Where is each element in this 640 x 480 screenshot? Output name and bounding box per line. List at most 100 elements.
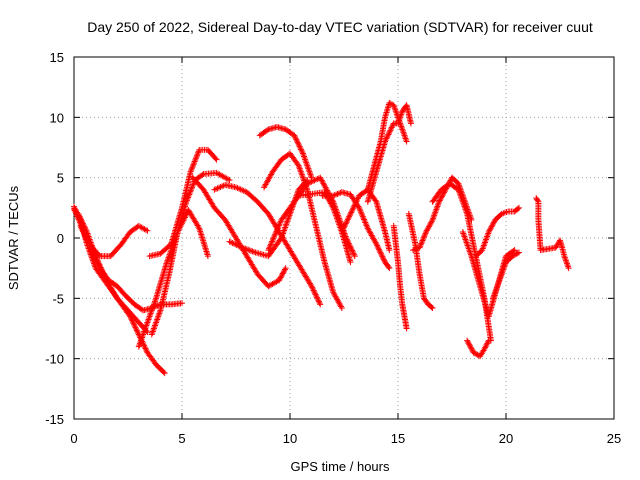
- data-point: [193, 152, 200, 159]
- data-point: [280, 269, 287, 276]
- data-point: [238, 243, 245, 250]
- data-point: [226, 238, 233, 245]
- data-point: [342, 222, 349, 229]
- data-point: [304, 180, 311, 187]
- data-point: [380, 256, 387, 263]
- data-point: [464, 338, 471, 345]
- data-point: [160, 369, 167, 376]
- series-arc-11: [256, 123, 315, 181]
- data-point: [346, 212, 353, 219]
- data-point: [226, 177, 233, 184]
- data-point: [269, 237, 276, 244]
- data-point: [380, 254, 387, 261]
- data-point: [510, 252, 517, 259]
- axis-tick-labels: 0 5 10 15 20 25 -15 -10 -5 0 5 10 15: [45, 50, 621, 446]
- data-point: [482, 343, 489, 350]
- data-point: [509, 253, 516, 260]
- data-point: [187, 168, 194, 175]
- data-point: [131, 323, 138, 330]
- data-point: [437, 196, 444, 203]
- chart-title: Day 250 of 2022, Sidereal Day-to-day VTE…: [87, 19, 593, 35]
- data-point: [95, 251, 102, 258]
- data-point: [102, 274, 109, 281]
- data-point: [317, 301, 324, 308]
- data-point: [78, 225, 85, 232]
- data-point: [372, 197, 379, 204]
- data-point: [279, 271, 286, 278]
- data-point: [375, 245, 382, 252]
- series-arc-9: [211, 181, 324, 308]
- data-point: [338, 228, 345, 235]
- data-point: [176, 226, 183, 233]
- data-point: [407, 120, 414, 127]
- data-point: [270, 234, 277, 241]
- data-point: [379, 253, 386, 260]
- data-point: [187, 187, 194, 194]
- data-point: [271, 232, 278, 239]
- data-point: [240, 245, 247, 252]
- data-point: [181, 214, 188, 221]
- data-point: [75, 210, 82, 217]
- data-point: [422, 230, 429, 237]
- y-tick-label: -15: [45, 412, 64, 427]
- data-point: [277, 274, 284, 281]
- data-point: [98, 265, 105, 272]
- series-arc-19: [390, 222, 410, 332]
- data-point: [267, 242, 274, 249]
- data-point: [313, 294, 320, 301]
- data-point: [190, 161, 197, 168]
- data-point: [384, 132, 391, 139]
- data-point: [246, 247, 253, 254]
- data-point: [485, 337, 492, 344]
- data-point: [248, 247, 255, 254]
- data-point: [469, 346, 476, 353]
- series-arc-14: [295, 189, 354, 266]
- data-point: [310, 178, 317, 185]
- data-point: [348, 246, 355, 253]
- data-point: [268, 239, 275, 246]
- data-point: [355, 203, 362, 210]
- data-point: [345, 215, 352, 222]
- data-point: [374, 243, 381, 250]
- data-point: [350, 250, 357, 257]
- data-point: [276, 221, 283, 228]
- data-point: [97, 263, 104, 270]
- series-arc-4: [77, 222, 151, 260]
- data-point: [186, 190, 193, 197]
- data-point: [403, 138, 410, 145]
- data-point: [176, 224, 183, 231]
- data-point: [385, 263, 392, 270]
- data-point: [195, 223, 202, 230]
- data-point: [362, 220, 369, 227]
- data-point: [316, 299, 323, 306]
- data-point: [485, 338, 491, 345]
- data-point: [81, 231, 88, 238]
- data-point: [329, 203, 336, 210]
- data-point: [470, 349, 477, 356]
- data-point: [428, 218, 435, 225]
- data-point: [179, 218, 186, 225]
- data-point: [360, 215, 367, 222]
- data-point: [416, 244, 423, 251]
- data-point: [514, 205, 521, 212]
- data-point: [293, 138, 300, 145]
- data-point: [179, 300, 185, 307]
- data-point: [141, 342, 148, 349]
- data-point: [83, 235, 90, 242]
- data-point: [229, 239, 236, 246]
- data-point: [382, 137, 389, 144]
- data-point: [386, 128, 393, 135]
- series-arc-26: [490, 249, 522, 302]
- data-point: [490, 219, 497, 226]
- data-point: [339, 227, 346, 234]
- data-point: [82, 234, 89, 241]
- data-point: [143, 226, 149, 233]
- data-point: [130, 320, 137, 327]
- data-point: [349, 248, 356, 255]
- data-point: [346, 241, 353, 248]
- data-point: [361, 216, 368, 223]
- data-point: [272, 229, 279, 236]
- data-point: [348, 209, 355, 216]
- data-point: [514, 250, 521, 257]
- data-point: [466, 341, 473, 348]
